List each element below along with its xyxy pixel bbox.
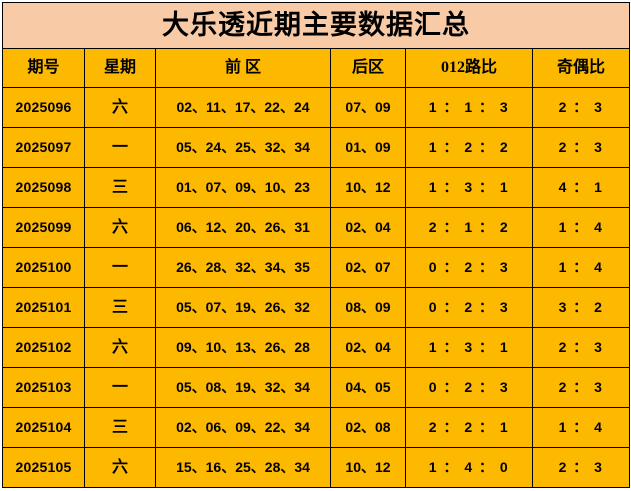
table-row: 2025097 一 05、24、25、32、34 01、09 1 ： 2 ： 2… — [2, 127, 630, 168]
cell-front-zone: 02、11、17、22、24 — [155, 87, 331, 128]
cell-issue: 2025098 — [2, 167, 85, 208]
cell-ratio-012: 2 ： 1 ： 2 — [405, 207, 533, 248]
cell-ratio-012: 0 ： 2 ： 3 — [405, 367, 533, 408]
cell-weekday: 一 — [84, 247, 156, 288]
table-row: 2025104 三 02、06、09、22、34 02、08 2 ： 2 ： 1… — [2, 407, 630, 448]
cell-ratio-012: 0 ： 2 ： 3 — [405, 247, 533, 288]
table-row: 2025101 三 05、07、19、26、32 08、09 0 ： 2 ： 3… — [2, 287, 630, 328]
table-row: 2025102 六 09、10、13、26、28 02、04 1 ： 3 ： 1… — [2, 327, 630, 368]
cell-ratio-012: 1 ： 3 ： 1 — [405, 167, 533, 208]
cell-weekday: 三 — [84, 287, 156, 328]
cell-ratio-012: 1 ： 3 ： 1 — [405, 327, 533, 368]
cell-back-zone: 04、05 — [330, 367, 406, 408]
cell-issue: 2025100 — [2, 247, 85, 288]
cell-ratio-oddeven: 2 ： 3 — [532, 327, 630, 368]
cell-ratio-012: 1 ： 4 ： 0 — [405, 447, 533, 488]
cell-ratio-oddeven: 1 ： 4 — [532, 407, 630, 448]
cell-weekday: 三 — [84, 407, 156, 448]
cell-issue: 2025102 — [2, 327, 85, 368]
table-row: 2025096 六 02、11、17、22、24 07、09 1 ： 1 ： 3… — [2, 87, 630, 128]
table-row: 2025099 六 06、12、20、26、31 02、04 2 ： 1 ： 2… — [2, 207, 630, 248]
cell-weekday: 六 — [84, 207, 156, 248]
cell-issue: 2025097 — [2, 127, 85, 168]
cell-front-zone: 06、12、20、26、31 — [155, 207, 331, 248]
cell-back-zone: 08、09 — [330, 287, 406, 328]
cell-back-zone: 02、04 — [330, 327, 406, 368]
cell-ratio-012: 0 ： 2 ： 3 — [405, 287, 533, 328]
cell-weekday: 一 — [84, 127, 156, 168]
cell-back-zone: 02、07 — [330, 247, 406, 288]
cell-ratio-oddeven: 2 ： 3 — [532, 367, 630, 408]
column-header-ratio-oddeven: 奇偶比 — [532, 48, 630, 88]
cell-ratio-oddeven: 4 ： 1 — [532, 167, 630, 208]
cell-back-zone: 10、12 — [330, 167, 406, 208]
cell-ratio-oddeven: 2 ： 3 — [532, 87, 630, 128]
cell-back-zone: 02、04 — [330, 207, 406, 248]
table-header-row: 期号 星期 前 区 后区 012路比 奇偶比 — [2, 48, 630, 88]
cell-back-zone: 10、12 — [330, 447, 406, 488]
cell-ratio-oddeven: 2 ： 3 — [532, 127, 630, 168]
table-row: 2025098 三 01、07、09、10、23 10、12 1 ： 3 ： 1… — [2, 167, 630, 208]
cell-issue: 2025104 — [2, 407, 85, 448]
cell-weekday: 一 — [84, 367, 156, 408]
column-header-issue: 期号 — [2, 48, 85, 88]
cell-back-zone: 07、09 — [330, 87, 406, 128]
cell-front-zone: 05、08、19、32、34 — [155, 367, 331, 408]
cell-weekday: 六 — [84, 327, 156, 368]
cell-ratio-012: 1 ： 1 ： 3 — [405, 87, 533, 128]
cell-back-zone: 02、08 — [330, 407, 406, 448]
column-header-weekday: 星期 — [84, 48, 156, 88]
cell-front-zone: 01、07、09、10、23 — [155, 167, 331, 208]
cell-issue: 2025101 — [2, 287, 85, 328]
cell-ratio-oddeven: 1 ： 4 — [532, 247, 630, 288]
cell-weekday: 三 — [84, 167, 156, 208]
cell-weekday: 六 — [84, 447, 156, 488]
cell-issue: 2025096 — [2, 87, 85, 128]
cell-ratio-012: 1 ： 2 ： 2 — [405, 127, 533, 168]
title-row: 大乐透近期主要数据汇总 — [2, 2, 630, 49]
column-header-ratio-012: 012路比 — [405, 48, 533, 88]
cell-front-zone: 05、07、19、26、32 — [155, 287, 331, 328]
table-row: 2025100 一 26、28、32、34、35 02、07 0 ： 2 ： 3… — [2, 247, 630, 288]
cell-ratio-012: 2 ： 2 ： 1 — [405, 407, 533, 448]
cell-ratio-oddeven: 2 ： 3 — [532, 447, 630, 488]
cell-issue: 2025103 — [2, 367, 85, 408]
cell-issue: 2025105 — [2, 447, 85, 488]
cell-issue: 2025099 — [2, 207, 85, 248]
cell-ratio-oddeven: 1 ： 4 — [532, 207, 630, 248]
cell-weekday: 六 — [84, 87, 156, 128]
cell-ratio-oddeven: 3 ： 2 — [532, 287, 630, 328]
cell-front-zone: 02、06、09、22、34 — [155, 407, 331, 448]
column-header-back-zone: 后区 — [330, 48, 406, 88]
column-header-front-zone: 前 区 — [155, 48, 331, 88]
cell-back-zone: 01、09 — [330, 127, 406, 168]
cell-front-zone: 15、16、25、28、34 — [155, 447, 331, 488]
table-row: 2025105 六 15、16、25、28、34 10、12 1 ： 4 ： 0… — [2, 447, 630, 488]
table-row: 2025103 一 05、08、19、32、34 04、05 0 ： 2 ： 3… — [2, 367, 630, 408]
cell-front-zone: 09、10、13、26、28 — [155, 327, 331, 368]
cell-front-zone: 05、24、25、32、34 — [155, 127, 331, 168]
page-title: 大乐透近期主要数据汇总 — [2, 2, 630, 49]
cell-front-zone: 26、28、32、34、35 — [155, 247, 331, 288]
